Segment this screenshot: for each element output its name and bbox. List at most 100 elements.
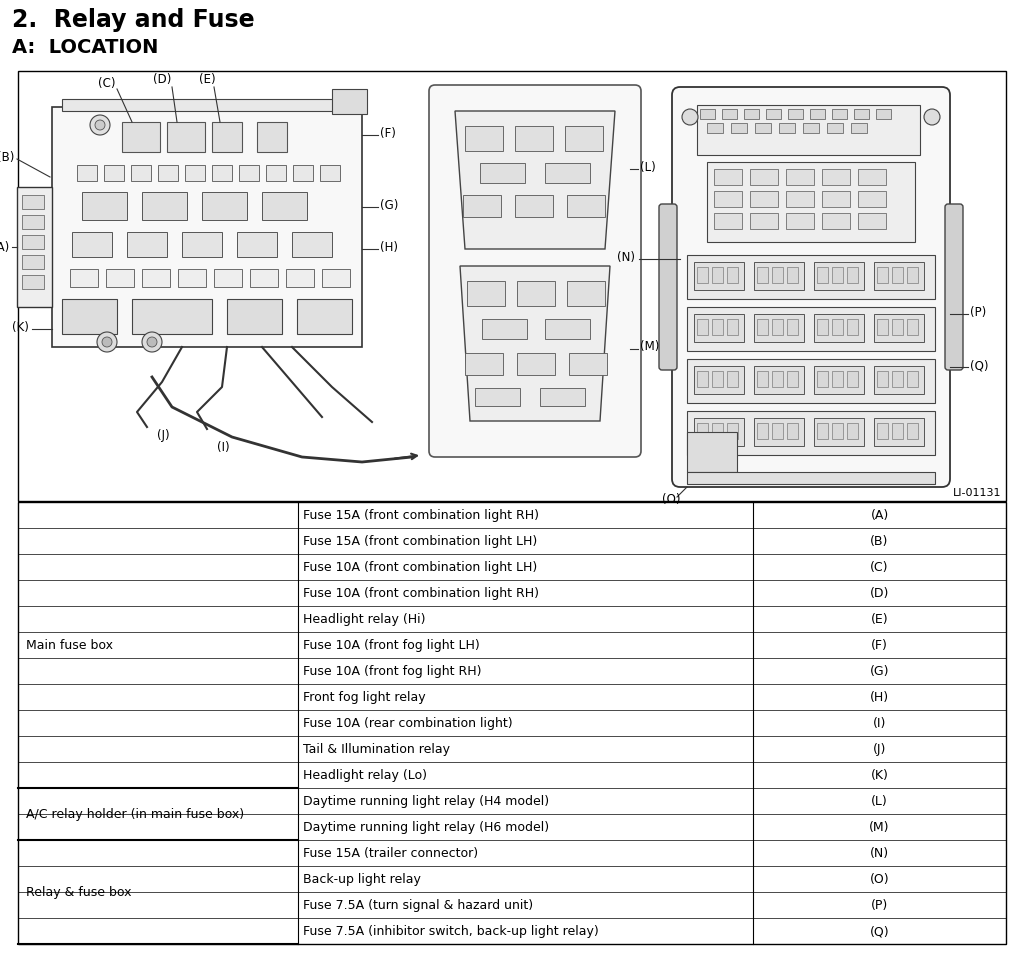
Polygon shape (460, 266, 610, 422)
Bar (239, 166, 259, 182)
Bar (202, 193, 247, 221)
Bar (567, 282, 605, 306)
Circle shape (95, 121, 105, 131)
Text: Fuse 15A (front combination light RH): Fuse 15A (front combination light RH) (303, 509, 539, 522)
Bar (262, 193, 307, 221)
Bar (832, 320, 843, 335)
Bar (158, 166, 178, 182)
Text: Headlight relay (Hi): Headlight relay (Hi) (303, 612, 425, 626)
Text: (C): (C) (871, 561, 889, 574)
Bar (22, 276, 44, 290)
Bar (722, 109, 737, 120)
Bar (687, 256, 935, 299)
Bar (142, 193, 187, 221)
Bar (127, 233, 167, 258)
Text: (H): (H) (870, 691, 889, 703)
Bar (540, 389, 585, 407)
Bar (712, 372, 723, 388)
Circle shape (147, 337, 157, 348)
Bar (874, 419, 924, 447)
Text: (H): (H) (380, 241, 398, 254)
Bar (515, 196, 553, 218)
Bar (480, 164, 525, 184)
Bar (832, 109, 847, 120)
Bar (727, 372, 738, 388)
Bar (293, 166, 313, 182)
Text: Fuse 10A (front fog light LH): Fuse 10A (front fog light LH) (303, 639, 479, 652)
Bar (517, 282, 555, 306)
Text: (P): (P) (970, 306, 986, 319)
Bar (687, 432, 737, 473)
Bar (892, 320, 903, 335)
Bar (892, 267, 903, 284)
Bar (18, 503, 1006, 944)
Text: (B): (B) (871, 535, 889, 547)
Bar (907, 423, 918, 440)
Bar (827, 124, 843, 134)
Text: Fuse 7.5A (turn signal & hazard unit): Fuse 7.5A (turn signal & hazard unit) (303, 898, 533, 912)
Bar (712, 423, 723, 440)
Bar (178, 269, 206, 288)
Bar (567, 196, 605, 218)
Bar (712, 320, 723, 335)
Bar (62, 299, 117, 334)
Bar (874, 366, 924, 394)
Bar (687, 359, 935, 403)
Bar (847, 372, 858, 388)
Bar (847, 423, 858, 440)
Bar (322, 269, 350, 288)
Text: (O): (O) (870, 873, 889, 886)
Bar (214, 269, 242, 288)
Bar (286, 269, 314, 288)
Text: Back-up light relay: Back-up light relay (303, 873, 421, 886)
Text: (L): (L) (871, 795, 888, 808)
Bar (757, 372, 768, 388)
Bar (858, 192, 886, 207)
Bar (545, 164, 590, 184)
Bar (874, 315, 924, 343)
Bar (832, 372, 843, 388)
Bar (786, 214, 814, 230)
Bar (320, 166, 340, 182)
Bar (810, 109, 825, 120)
Bar (814, 263, 864, 291)
Bar (18, 72, 1006, 502)
Bar (694, 315, 744, 343)
Bar (694, 419, 744, 447)
Bar (185, 166, 205, 182)
Bar (122, 123, 160, 153)
Bar (772, 372, 783, 388)
Bar (787, 372, 798, 388)
Bar (104, 166, 124, 182)
Bar (297, 299, 352, 334)
Bar (697, 372, 708, 388)
Bar (22, 256, 44, 269)
Bar (755, 124, 771, 134)
Bar (847, 320, 858, 335)
Text: Fuse 15A (front combination light LH): Fuse 15A (front combination light LH) (303, 535, 538, 547)
Bar (731, 124, 747, 134)
Text: (B): (B) (0, 151, 14, 165)
Bar (754, 263, 804, 291)
Text: (K): (K) (12, 321, 29, 334)
Bar (700, 109, 715, 120)
Bar (82, 193, 127, 221)
Bar (754, 419, 804, 447)
Bar (565, 127, 603, 152)
Text: (Q): (Q) (870, 924, 889, 938)
Bar (892, 423, 903, 440)
Bar (754, 366, 804, 394)
Bar (687, 412, 935, 455)
Bar (237, 233, 277, 258)
Bar (569, 354, 607, 376)
Circle shape (142, 332, 162, 353)
Bar (907, 267, 918, 284)
Bar (786, 170, 814, 186)
Bar (131, 166, 151, 182)
Bar (772, 423, 783, 440)
Text: (G): (G) (870, 665, 889, 677)
Bar (467, 282, 505, 306)
Bar (877, 423, 888, 440)
Text: Fuse 7.5A (inhibitor switch, back-up light relay): Fuse 7.5A (inhibitor switch, back-up lig… (303, 924, 599, 938)
Text: (O): (O) (662, 493, 681, 506)
